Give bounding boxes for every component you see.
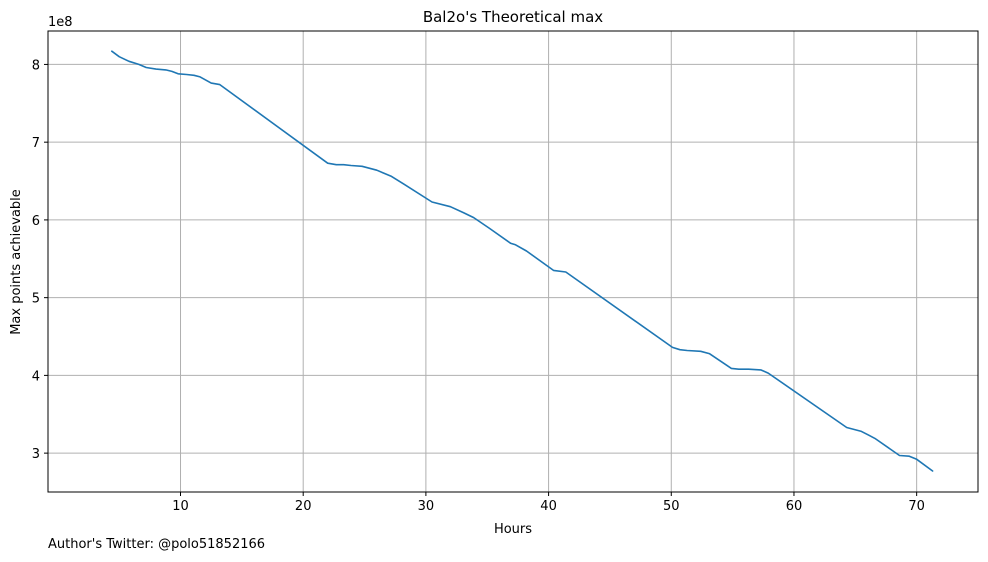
y-tick-label: 8 xyxy=(32,58,40,73)
axis-ticks: 10 20 30 40 50 60 70 3 4 5 6 7 8 xyxy=(32,58,925,514)
y-axis-offset-label: 1e8 xyxy=(48,15,73,30)
series-group xyxy=(111,50,934,472)
chart-title: Bal2o's Theoretical max xyxy=(423,8,603,26)
author-twitter-footer: Author's Twitter: @polo51852166 xyxy=(48,537,266,552)
y-tick-label: 7 xyxy=(32,136,40,151)
series-line xyxy=(111,50,934,472)
x-tick-label: 10 xyxy=(172,499,189,514)
x-axis-label: Hours xyxy=(494,522,532,537)
grid-lines xyxy=(48,31,978,492)
x-tick-label: 20 xyxy=(295,499,312,514)
y-tick-label: 6 xyxy=(32,214,40,229)
x-tick-label: 60 xyxy=(786,499,803,514)
y-tick-label: 4 xyxy=(32,369,40,384)
x-tick-label: 70 xyxy=(908,499,925,514)
x-tick-label: 50 xyxy=(663,499,680,514)
y-tick-label: 5 xyxy=(32,292,40,307)
x-tick-label: 40 xyxy=(540,499,557,514)
y-tick-label: 3 xyxy=(32,447,40,462)
x-tick-label: 30 xyxy=(418,499,435,514)
y-axis-label: Max points achievable xyxy=(9,189,24,335)
plot-frame xyxy=(47,30,979,493)
